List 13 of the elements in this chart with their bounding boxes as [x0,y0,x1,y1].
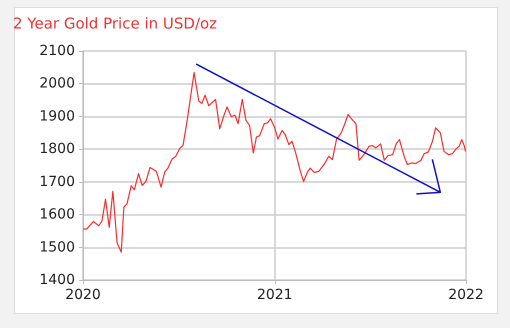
y-tick-label: 1700 [39,174,75,190]
x-tick-label: 2022 [448,287,484,303]
y-tick-label: 1500 [39,239,75,256]
x-tick-label: 2021 [256,287,293,303]
y-tick-label: 1800 [39,141,75,158]
y-tick-label: 2000 [39,76,75,92]
y-tick-label: 1400 [39,272,75,288]
x-tick-label: 2020 [65,287,101,303]
y-tick-label: 1900 [39,108,75,124]
chart-title: 2 Year Gold Price in USD/oz [13,14,218,32]
y-tick-label: 1600 [39,206,75,223]
y-tick-label: 2100 [39,43,75,59]
line-series [82,72,466,253]
